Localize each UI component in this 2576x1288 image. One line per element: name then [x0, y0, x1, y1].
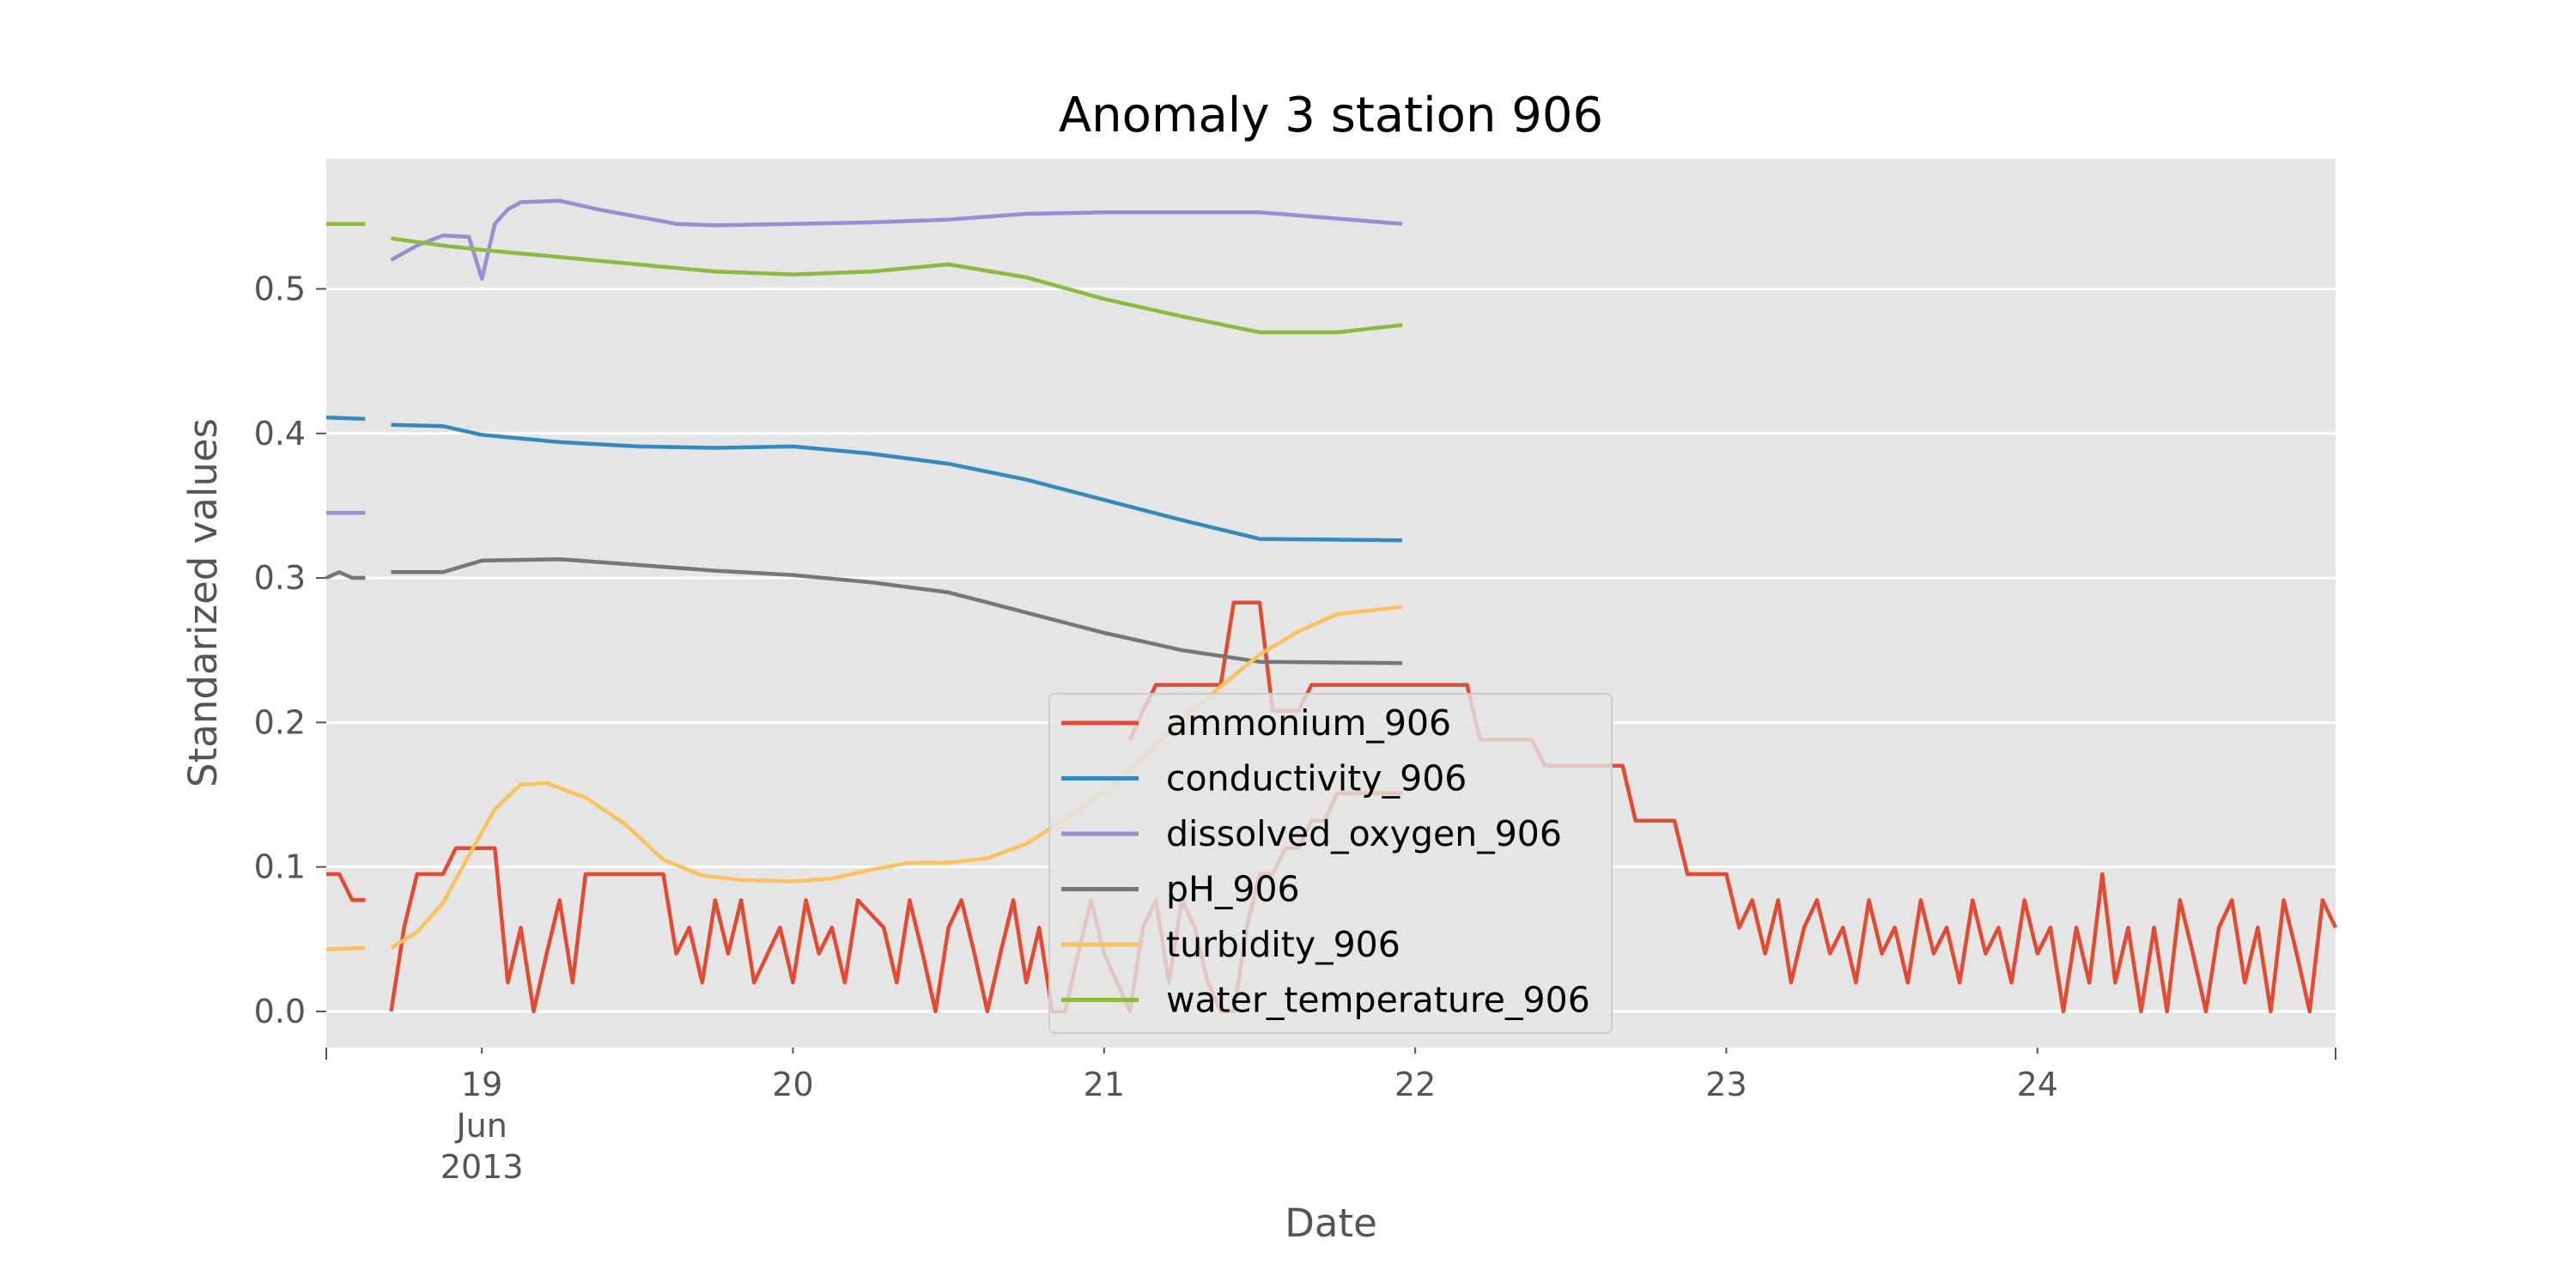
y-tick-label: 0.0 — [254, 993, 306, 1030]
series-conductivity_906 — [325, 415, 1403, 543]
y-axis: 0.0 0.1 0.2 0.3 0.4 0.5 — [254, 270, 326, 1030]
x-tick-label: 19 — [461, 1066, 502, 1103]
legend-label: water_temperature_906 — [1166, 980, 1590, 1021]
y-axis-label: Standarized values — [180, 418, 226, 787]
y-tick-label: 0.5 — [254, 270, 306, 307]
series-line-dissolved_oxygen_906 — [390, 198, 1403, 281]
y-tick-label: 0.3 — [254, 559, 306, 597]
series-line-conductivity_906 — [325, 415, 366, 422]
x-tick-label: 23 — [1705, 1066, 1747, 1103]
series-line-turbidity_906 — [325, 945, 366, 951]
series-line-conductivity_906 — [391, 422, 1403, 543]
legend: ammonium_906 conductivity_906 dissolved_ox… — [1048, 693, 1613, 1034]
series-dissolved_oxygen_906 — [326, 198, 1403, 515]
x-tick-label: 22 — [1394, 1066, 1436, 1103]
legend-label: dissolved_oxygen_906 — [1166, 813, 1562, 854]
series-line-pH_906 — [391, 556, 1403, 665]
series-line-ammonium_906 — [326, 872, 366, 902]
x-tick-label: 21 — [1084, 1066, 1125, 1103]
series-line-pH_906 — [325, 570, 366, 580]
legend-label: ammonium_906 — [1166, 702, 1451, 744]
x-tick-sublabel: 2013 — [440, 1148, 524, 1186]
y-tick-label: 0.4 — [254, 415, 306, 453]
y-tick-label: 0.1 — [254, 848, 306, 886]
series-water_temperature_906 — [326, 222, 1403, 335]
x-tick-label: 20 — [772, 1066, 813, 1103]
chart-title: Anomaly 3 station 906 — [1059, 88, 1603, 143]
series-pH_906 — [325, 556, 1403, 665]
x-tick-sublabel: Jun — [454, 1107, 507, 1145]
x-tick-label: 24 — [2017, 1066, 2058, 1103]
legend-box — [1048, 693, 1613, 1034]
series-line-water_temperature_906 — [391, 236, 1403, 335]
legend-label: turbidity_906 — [1166, 924, 1400, 965]
x-axis-label: Date — [1285, 1200, 1377, 1246]
legend-label: pH_906 — [1166, 869, 1300, 910]
legend-label: conductivity_906 — [1166, 758, 1467, 799]
y-tick-label: 0.2 — [254, 703, 306, 741]
